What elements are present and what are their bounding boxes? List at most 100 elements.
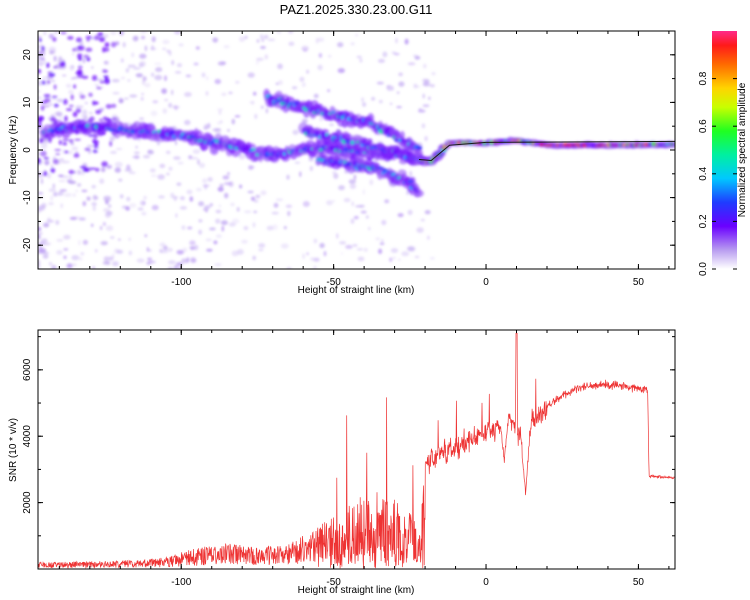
speckle: [69, 65, 75, 71]
speckle: [336, 233, 339, 239]
speckle: [85, 35, 93, 40]
speckle: [217, 108, 224, 111]
speckle: [205, 238, 212, 242]
speckle: [176, 250, 184, 255]
speckle: [234, 115, 241, 118]
speckle: [356, 248, 364, 251]
speckle: [159, 163, 166, 169]
speckle: [91, 223, 94, 227]
speckle: [261, 38, 265, 42]
speckle: [157, 174, 165, 180]
speckle: [105, 104, 113, 109]
speckle: [43, 171, 48, 177]
speckle: [137, 207, 144, 211]
speckle: [430, 84, 435, 88]
speckle: [174, 31, 181, 35]
speckle: [88, 111, 93, 115]
speckle: [215, 128, 222, 135]
speckle: [38, 80, 43, 86]
speckle: [57, 98, 63, 103]
speckle: [422, 104, 430, 108]
speckle: [41, 80, 46, 85]
speckle: [40, 43, 43, 46]
speckle: [100, 241, 108, 246]
speckle: [40, 178, 44, 185]
x-tick-label: -50: [326, 277, 341, 288]
speckle: [72, 111, 78, 117]
speckle: [357, 256, 365, 262]
speckle: [78, 217, 86, 221]
speckle: [345, 244, 353, 249]
speckle: [151, 72, 155, 77]
speckle: [170, 192, 175, 199]
speckle: [61, 74, 67, 77]
speckle: [288, 41, 295, 46]
speckle: [110, 236, 115, 239]
speckle: [189, 196, 194, 202]
speckle: [221, 225, 225, 232]
speckle: [337, 42, 344, 48]
speckle: [207, 177, 213, 182]
speckle: [301, 82, 306, 88]
speckle: [407, 209, 413, 216]
x-tick-label: -100: [171, 277, 191, 288]
speckle: [110, 41, 117, 48]
speckle: [422, 78, 430, 83]
speckle: [168, 102, 173, 108]
speckle: [329, 123, 335, 127]
y-tick-label: -10: [22, 190, 33, 205]
speckle: [99, 80, 105, 84]
speckle: [143, 195, 147, 200]
y-tick-label: -20: [22, 238, 33, 253]
speckle: [63, 192, 72, 197]
speckle: [82, 239, 88, 245]
speckle: [103, 75, 109, 78]
speckle: [72, 193, 76, 197]
speckle: [162, 39, 170, 45]
speckle: [78, 239, 81, 246]
speckle: [143, 201, 146, 205]
speckle: [39, 245, 43, 251]
speckle: [123, 97, 129, 100]
x-tick-label: 50: [633, 277, 645, 288]
speckle: [39, 138, 44, 144]
speckle: [65, 83, 72, 88]
speckle: [72, 52, 75, 56]
speckle: [277, 63, 283, 70]
speckle: [192, 149, 201, 155]
speckle: [306, 252, 309, 256]
speckle: [338, 185, 345, 191]
speckle: [412, 54, 418, 57]
speckle: [86, 57, 91, 62]
speckle: [97, 32, 104, 37]
speckle: [230, 202, 235, 207]
speckle: [143, 154, 150, 159]
speckle: [147, 150, 155, 155]
speckle: [112, 92, 120, 95]
speckle: [149, 168, 156, 173]
ridge-halo: [414, 148, 424, 160]
chart-title: PAZ1.2025.330.23.00.G11: [280, 2, 433, 17]
speckle: [141, 93, 145, 95]
speckle: [111, 117, 117, 121]
speckle: [189, 240, 196, 246]
speckle: [260, 190, 267, 196]
speckle: [223, 182, 232, 186]
speckle: [111, 103, 117, 108]
speckle: [38, 38, 42, 42]
speckle: [48, 72, 56, 78]
speckle: [94, 249, 98, 253]
speckle: [141, 211, 147, 216]
speckle: [54, 31, 59, 34]
speckle: [271, 211, 279, 215]
speckle: [125, 68, 129, 73]
speckle: [58, 56, 62, 61]
speckle: [146, 261, 152, 265]
speckle: [38, 192, 44, 195]
speckle: [319, 116, 323, 122]
speckle: [175, 213, 178, 218]
x-tick-label: -100: [171, 577, 191, 588]
doppler-model-line: [418, 140, 675, 162]
spectrogram-xlabel: Height of straight line (km): [298, 285, 415, 296]
speckle: [86, 38, 91, 42]
